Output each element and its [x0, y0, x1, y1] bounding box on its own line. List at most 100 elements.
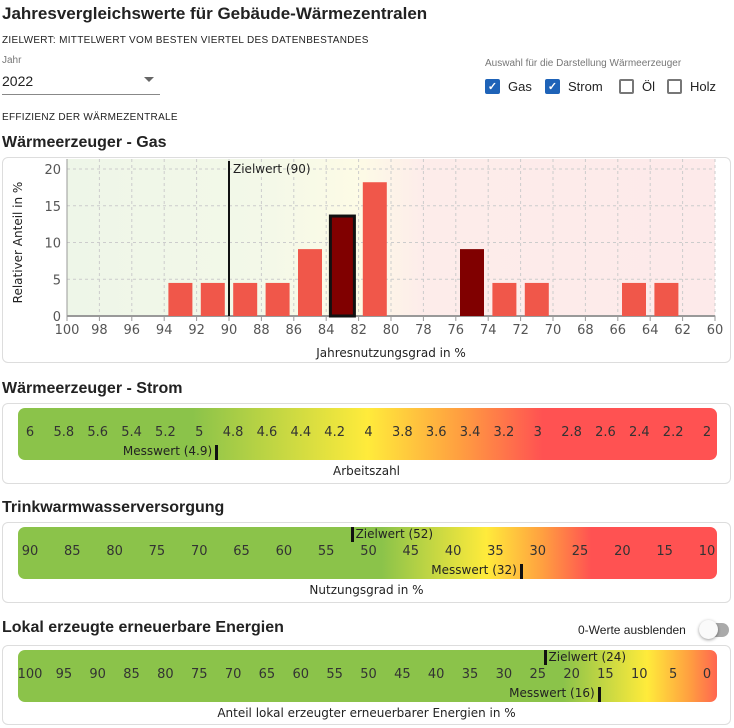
zielwert-label: Zielwert (90) — [233, 162, 311, 176]
histogram-bar — [200, 282, 225, 316]
gauge-tick-label: 80 — [157, 667, 174, 682]
y-tick-label: 0 — [53, 310, 61, 325]
gauge-tick-label: 0 — [702, 667, 712, 682]
x-tick-label: 66 — [610, 323, 627, 338]
checkbox-1[interactable]: ✓ Strom — [545, 79, 603, 94]
gauge-tick-label: 5.6 — [87, 425, 109, 440]
lokal-title: Lokal erzeugte erneuerbare Energien — [2, 619, 284, 636]
histogram-bar — [233, 282, 258, 316]
checkbox-2[interactable]: Öl — [619, 79, 655, 94]
x-axis-label: Jahresnutzungsgrad in % — [315, 346, 466, 360]
gauge-tick-label: 30 — [495, 667, 513, 682]
histogram-bar — [362, 182, 387, 316]
gauge-tick-label: 55 — [317, 544, 335, 559]
gauge-tick-label: 50 — [360, 667, 377, 682]
gauge-tick-label: 75 — [190, 667, 208, 682]
gauge-tick-label: 3.8 — [392, 425, 413, 440]
zielwert-label: Zielwert (24) — [548, 650, 627, 664]
gauge-tick-label: 6 — [25, 425, 35, 440]
histogram-bar — [328, 214, 356, 318]
strom-card: 6 5.8 5.6 5.4 5.2 5 4.8 4.6 4.4 4.2 4 3.8 3.6 3.4 3.2 3… — [2, 403, 731, 484]
trinkwasser-card: 90 85 80 75 70 65 60 55 50 45 40 35 30 25 20 15 10 Zielwe… — [2, 522, 731, 603]
lokal-card: 100 95 90 85 80 75 70 65 60 55 50 45 40 35 30 25 20 15 10 5… — [2, 645, 731, 725]
gauge-tick-label: 70 — [190, 544, 208, 559]
year-value: 2022 — [2, 73, 34, 89]
gauge-tick-label: 35 — [461, 667, 479, 682]
gauge-tick-label: 10 — [631, 667, 648, 682]
x-tick-label: 68 — [577, 323, 594, 338]
year-select[interactable]: 2022 — [2, 66, 160, 95]
gauge-tick-label: 15 — [597, 667, 614, 682]
y-axis-label: Relativer Anteil in % — [11, 182, 25, 304]
x-tick-label: 90 — [221, 323, 238, 338]
gauge-tick-label: 95 — [55, 667, 73, 682]
gauge-tick-label: 35 — [487, 544, 504, 559]
lokal-gauge: 100 95 90 85 80 75 70 65 60 55 50 45 40 35 30 25 20 15 10 5… — [18, 650, 717, 702]
x-tick-label: 64 — [642, 323, 659, 338]
histogram-bar — [168, 282, 193, 316]
gauge-tick-label: 5 — [195, 425, 204, 440]
messwert-label: Messwert (16) — [509, 686, 595, 700]
gauge-tick-label: 25 — [529, 667, 547, 682]
x-tick-label: 62 — [674, 323, 691, 338]
x-tick-label: 74 — [480, 323, 497, 338]
histogram-bar — [622, 282, 646, 316]
gauge-tick-label: 3.2 — [493, 425, 515, 440]
toggle-knob — [699, 620, 718, 639]
histogram-bar — [524, 282, 549, 316]
gauge-tick-label: 4.4 — [290, 425, 312, 440]
y-tick-label: 10 — [44, 237, 61, 252]
gauge-tick-label: 3.4 — [459, 425, 481, 440]
lokal-axis-label: Anteil lokal erzeugter erneuerbarer Ener… — [217, 706, 516, 720]
gauge-tick-label: 3 — [533, 425, 542, 440]
trinkwasser-title: Trinkwarmwasserversorgung — [2, 499, 225, 516]
x-tick-label: 92 — [188, 323, 205, 338]
gauge-tick-label: 10 — [698, 544, 716, 559]
gauge-tick-label: 20 — [614, 544, 631, 559]
gauge-tick-label: 80 — [106, 544, 123, 559]
messwert-marker — [597, 687, 601, 702]
gauge-tick-label: 5.2 — [155, 425, 176, 440]
zielwert-label: Zielwert (52) — [355, 527, 434, 541]
zero-values-toggle[interactable] — [699, 620, 729, 639]
checkbox-0[interactable]: ✓ Gas — [485, 79, 532, 94]
checkbox-3[interactable]: Holz — [667, 79, 716, 94]
x-tick-label: 84 — [318, 323, 335, 338]
gauge-tick-label: 75 — [148, 544, 166, 559]
gauge-tick-label: 50 — [360, 544, 377, 559]
x-tick-label: 98 — [91, 323, 108, 338]
page-title: Jahresvergleichswerte für Gebäude-Wärmez… — [2, 4, 428, 23]
messwert-marker — [215, 445, 219, 460]
gas-histogram: 100 98 96 94 92 90 88 86 84 82 80 78 76 74 72 70 68 66 64 6… — [11, 159, 723, 360]
y-tick-label: 5 — [53, 273, 61, 288]
messwert-label: Messwert (32) — [431, 563, 517, 577]
gauge-tick-label: 25 — [571, 544, 589, 559]
x-tick-label: 70 — [545, 323, 562, 338]
checkbox-label: Strom — [568, 79, 603, 94]
x-tick-label: 96 — [124, 323, 141, 338]
gauge-tick-label: 2.8 — [561, 425, 582, 440]
strom-title: Wärmeerzeuger - Strom — [2, 380, 183, 397]
gauge-tick-label: 5.8 — [53, 425, 75, 440]
zielwert-marker — [350, 527, 354, 542]
gauge-tick-label: 90 — [21, 544, 39, 559]
gauge-tick-label: 90 — [89, 667, 106, 682]
histogram-bar — [492, 282, 517, 316]
gauge-tick-label: 100 — [17, 667, 43, 682]
histogram-bar — [654, 282, 679, 316]
trinkwasser-gauge: 90 85 80 75 70 65 60 55 50 45 40 35 30 25 20 15 10 Zielwe… — [18, 527, 717, 579]
checkbox-label: Holz — [690, 79, 717, 94]
y-tick-label: 15 — [44, 200, 61, 215]
gauge-tick-label: 40 — [427, 667, 445, 682]
checkbox-checked-icon: ✓ — [545, 79, 560, 94]
gauge-tick-label: 20 — [563, 667, 580, 682]
checkbox-checked-icon: ✓ — [485, 79, 500, 94]
histogram-bar — [460, 249, 484, 316]
gauge-tick-label: 65 — [233, 544, 250, 559]
gauge-tick-label: 65 — [258, 667, 276, 682]
gauge-tick-label: 4 — [364, 425, 373, 440]
gauge-tick-label: 5.4 — [121, 425, 142, 440]
messwert-label: Messwert (4.9) — [122, 444, 213, 458]
section-label: EFFIZIENZ DER WÄRMEZENTRALE — [2, 112, 178, 123]
x-tick-label: 100 — [55, 323, 80, 338]
